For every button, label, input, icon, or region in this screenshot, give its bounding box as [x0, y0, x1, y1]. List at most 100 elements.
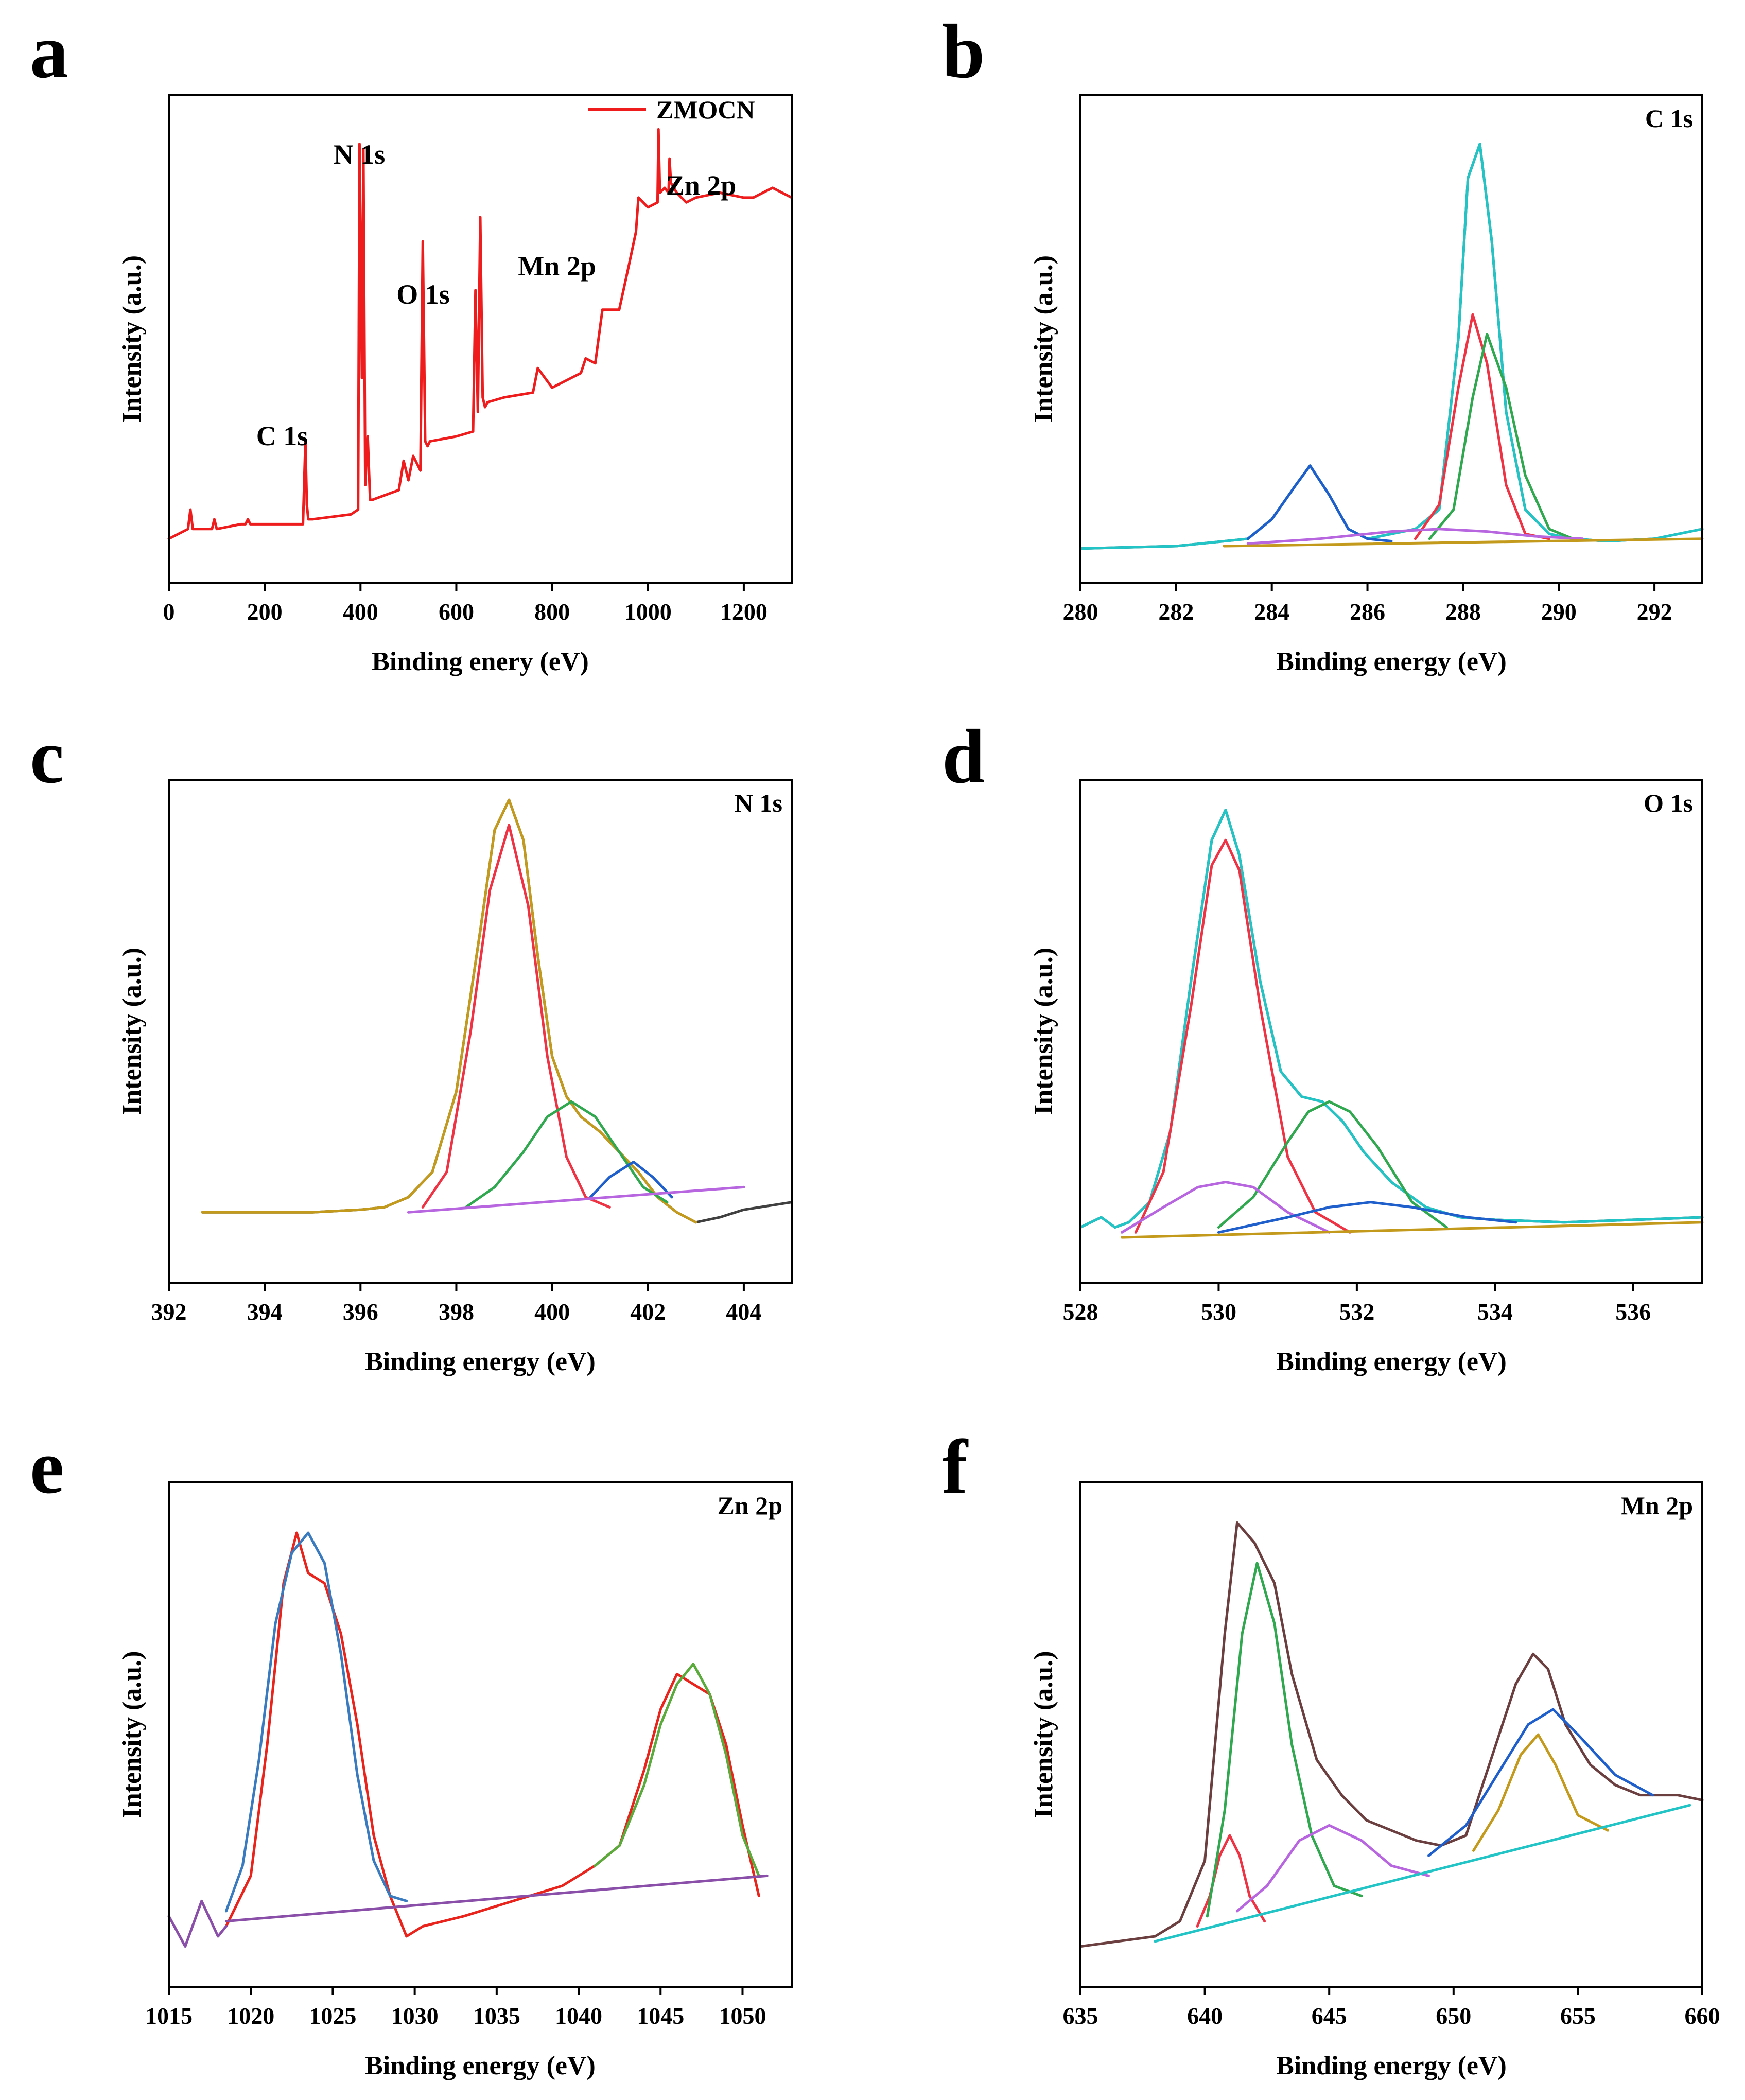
series-line-d-4	[1121, 1181, 1331, 1234]
x-tick-label-d-0: 528	[1063, 1299, 1098, 1325]
panel-b: b 280 282 284 286 288 290 292 Binding energy (eV…	[942, 9, 1704, 676]
peak-label-a-4: Zn 2p	[666, 170, 737, 201]
x-tick-label-a-4: 800	[534, 599, 570, 625]
x-tick-label-e-2: 1025	[309, 2003, 356, 2029]
x-axis-label-f: Binding energy (eV)	[1276, 2051, 1507, 2080]
x-tick-label-a-5: 1000	[624, 599, 672, 625]
legend-label-a: ZMOCN	[656, 95, 755, 124]
panel-a: a 0 200 400 600 800 1000 1200 Binding enery (eV)…	[30, 9, 793, 676]
series-group-c	[201, 798, 793, 1224]
series-line-e-1	[167, 1899, 228, 1948]
series-line-f-5	[1427, 1708, 1654, 1857]
x-tick-label-f-1: 640	[1187, 2003, 1223, 2029]
x-tick-label-e-5: 1040	[555, 2003, 602, 2029]
x-tick-label-f-3: 650	[1436, 2003, 1471, 2029]
series-line-c-1	[201, 798, 697, 1224]
series-line-f-6	[1154, 1804, 1691, 1943]
series-group-f	[1079, 1521, 1704, 1948]
panel-label-b: b	[942, 9, 985, 94]
x-tick-label-a-0: 0	[163, 599, 175, 625]
x-tick-label-b-6: 292	[1637, 599, 1672, 625]
y-axis-label-b: Intensity (a.u.)	[1029, 255, 1058, 423]
plot-frame-b	[1079, 94, 1703, 584]
panel-title-e: Zn 2p	[718, 1491, 782, 1520]
y-axis-label-e: Intensity (a.u.)	[117, 1651, 147, 1818]
x-tick-label-a-6: 1200	[720, 599, 767, 625]
x-tick-label-a-2: 400	[343, 599, 378, 625]
x-tick-label-b-2: 284	[1254, 599, 1289, 625]
panel-label-e: e	[30, 1424, 64, 1510]
x-tick-label-a-3: 600	[439, 599, 474, 625]
series-line-d-5	[1217, 1201, 1517, 1234]
panel-e: e 1015 1020 1025 1030 1035 1040 1045 1050 Binding…	[30, 1424, 793, 2080]
series-line-b-6	[1223, 537, 1704, 548]
panel-label-a: a	[30, 9, 68, 94]
x-tick-label-d-1: 530	[1201, 1299, 1236, 1325]
x-tick-label-f-5: 660	[1685, 2003, 1720, 2029]
plot-frame-c	[168, 779, 793, 1284]
series-line-e-4	[224, 1874, 769, 1923]
x-ticks-e: 1015 1020 1025 1030 1035 1040 1045 1050	[145, 1987, 766, 2029]
panel-title-b: C 1s	[1645, 104, 1693, 133]
series-line-f-3	[1235, 1824, 1430, 1913]
series-line-b-4	[1428, 332, 1575, 540]
x-axis-label-a: Binding enery (eV)	[372, 647, 589, 676]
series-line-d-1	[1079, 809, 1704, 1229]
x-ticks-f: 635 640 645 650 655 660	[1063, 1987, 1720, 2029]
series-line-f-4	[1472, 1733, 1609, 1852]
x-ticks-a: 0 200 400 600 800 1000 1200	[163, 583, 767, 625]
x-tick-label-e-4: 1035	[473, 2003, 520, 2029]
panel-d: d 528 530 532 534 536 Binding energy (eV) Inten…	[942, 714, 1704, 1376]
peak-label-a-1: N 1s	[334, 139, 386, 170]
x-tick-label-e-6: 1045	[637, 2003, 684, 2029]
x-tick-label-c-5: 402	[630, 1299, 666, 1325]
y-axis-label-f: Intensity (a.u.)	[1029, 1651, 1058, 1818]
series-line-e-0	[224, 1531, 760, 1938]
x-tick-label-d-4: 536	[1615, 1299, 1651, 1325]
x-tick-label-c-3: 398	[439, 1299, 474, 1325]
x-tick-label-b-5: 290	[1541, 599, 1577, 625]
x-axis-label-c: Binding energy (eV)	[365, 1347, 596, 1376]
series-line-c-5	[407, 1185, 745, 1214]
series-line-d-6	[1121, 1221, 1704, 1239]
series-line-d-0	[1079, 809, 1704, 1229]
x-tick-label-d-3: 534	[1477, 1299, 1513, 1325]
plot-frame-e	[168, 1481, 793, 1988]
series-group-b	[1079, 143, 1704, 550]
x-tick-label-c-2: 396	[343, 1299, 378, 1325]
x-tick-label-b-0: 280	[1063, 599, 1098, 625]
series-line-c-4	[589, 1161, 673, 1199]
x-tick-label-f-4: 655	[1560, 2003, 1596, 2029]
panel-title-c: N 1s	[735, 789, 782, 817]
plot-frame-f	[1079, 1481, 1703, 1988]
series-line-b-3	[1414, 313, 1551, 540]
x-tick-label-a-1: 200	[247, 599, 283, 625]
annotations-a: C 1s N 1s O 1s Mn 2p Zn 2p	[256, 139, 737, 451]
x-ticks-c: 392 394 396 398 400 402 404	[151, 1283, 761, 1325]
series-group-d	[1079, 809, 1704, 1239]
x-tick-label-e-0: 1015	[145, 2003, 193, 2029]
series-line-b-0	[1079, 143, 1704, 550]
panel-label-f: f	[942, 1424, 969, 1510]
series-line-a-0	[167, 128, 793, 540]
y-axis-label-d: Intensity (a.u.)	[1029, 948, 1058, 1115]
panel-label-c: c	[30, 714, 64, 799]
series-line-e-2	[224, 1531, 408, 1913]
series-line-b-5	[1246, 528, 1584, 545]
panel-title-d: O 1s	[1644, 789, 1693, 817]
series-line-d-2	[1134, 838, 1351, 1234]
x-tick-label-b-4: 288	[1445, 599, 1481, 625]
series-group-e	[167, 1531, 769, 1948]
x-tick-label-f-0: 635	[1063, 2003, 1098, 2029]
series-line-b-1	[1079, 143, 1704, 550]
peak-label-a-0: C 1s	[256, 421, 308, 451]
series-line-f-0	[1079, 1521, 1704, 1948]
series-line-d-3	[1217, 1100, 1448, 1229]
x-tick-label-c-6: 404	[726, 1299, 761, 1325]
x-axis-label-b: Binding energy (eV)	[1276, 647, 1507, 676]
x-tick-label-c-4: 400	[534, 1299, 570, 1325]
panel-label-d: d	[942, 714, 985, 799]
panel-f: f 635 640 645 650 655 660 Binding energy (eV) In…	[942, 1424, 1720, 2080]
x-tick-label-d-2: 532	[1339, 1299, 1374, 1325]
